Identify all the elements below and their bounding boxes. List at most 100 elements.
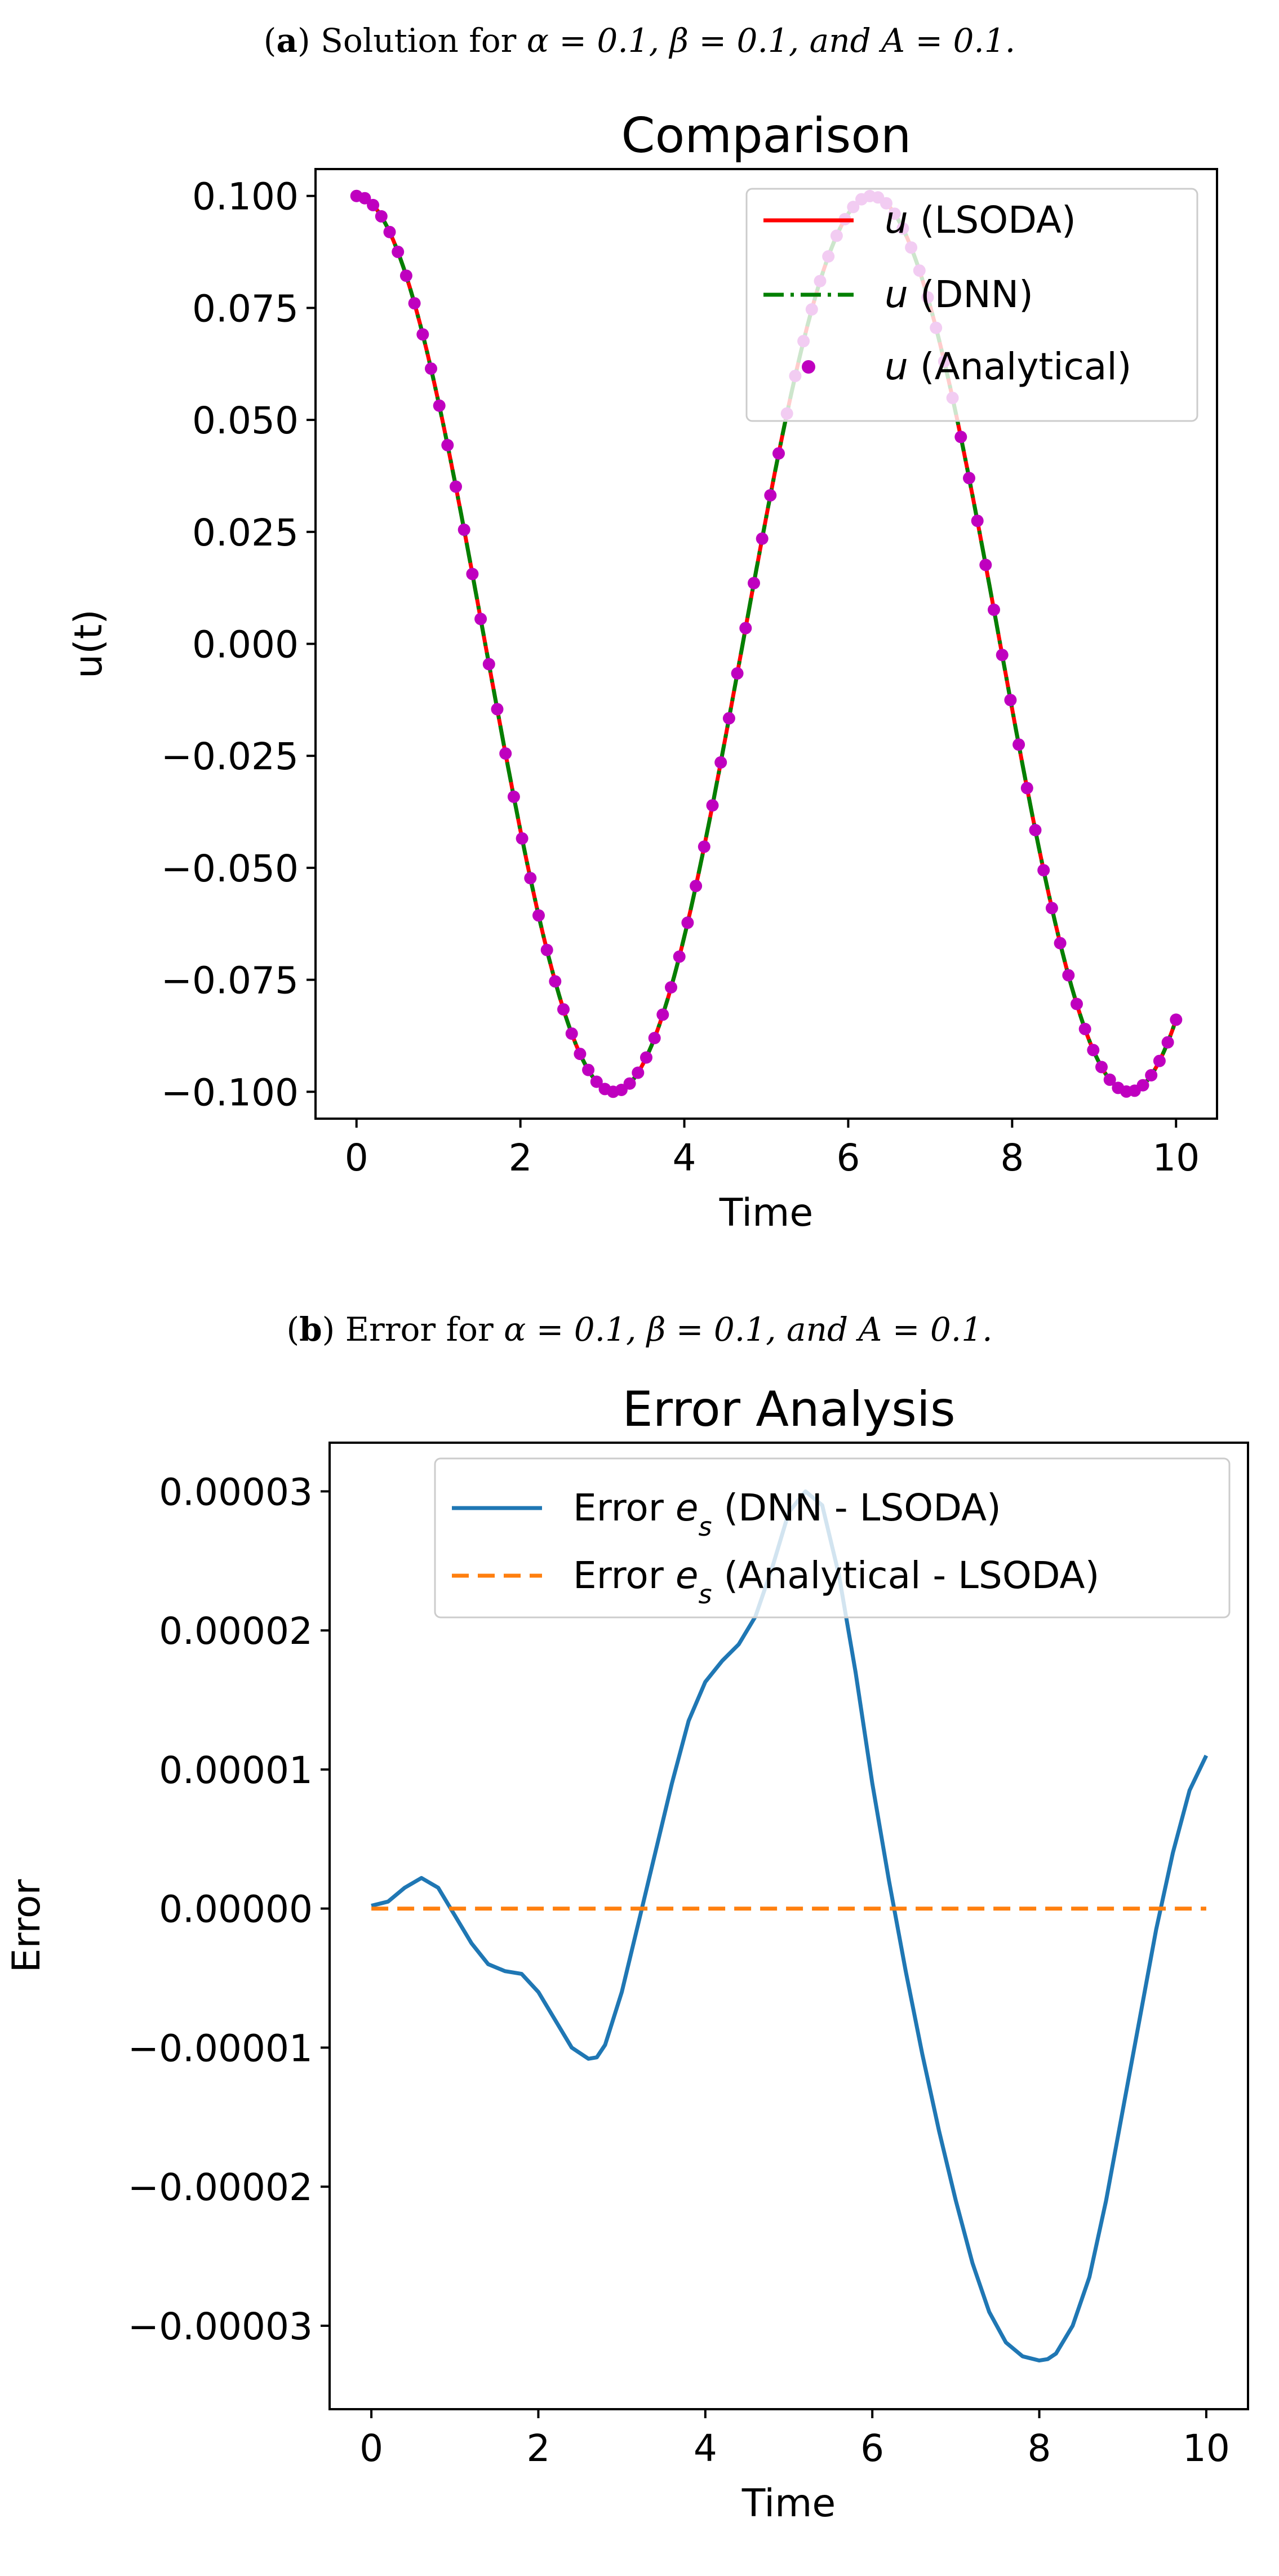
analytical-point	[1095, 1061, 1108, 1074]
analytical-point	[988, 604, 1000, 616]
caption-b-params: α = 0.1, β = 0.1, and A = 0.1.	[504, 1310, 993, 1349]
y-tick-label: 0.00000	[159, 1888, 313, 1931]
analytical-point	[524, 872, 537, 885]
analytical-point	[450, 480, 462, 493]
x-tick-label: 4	[673, 1136, 696, 1180]
x-tick-label: 6	[860, 2427, 884, 2470]
comparison-chart: Comparison 0 2 4 6 8 10 0.100 0.075 0.050 0.025 0.0…	[66, 108, 1218, 1235]
analytical-point	[491, 703, 504, 716]
y-tick-label: 0.100	[192, 175, 299, 219]
analytical-point	[698, 840, 710, 853]
legend-label: u (LSODA)	[885, 198, 1076, 242]
analytical-point	[466, 567, 479, 580]
x-tick-label: 0	[345, 1136, 368, 1180]
error-analysis-chart: Error Analysis 0 2 4 6 8 10 0.00003 0.00002 0.000…	[5, 1381, 1249, 2526]
analytical-point	[623, 1077, 636, 1090]
analytical-point	[425, 362, 437, 375]
y-tick-label: 0.00003	[159, 1470, 313, 1514]
analytical-point	[383, 225, 396, 238]
legend: u (LSODA) u (DNN) u (Analytical)	[745, 188, 1198, 422]
y-tick-label: 0.050	[192, 399, 299, 442]
analytical-point	[681, 916, 694, 929]
analytical-point	[665, 981, 677, 994]
x-tick-label: 8	[1000, 1136, 1024, 1180]
analytical-point	[358, 192, 371, 205]
series-error-dnn-line	[371, 1489, 1209, 2363]
legend-analytical-swatch	[802, 360, 815, 374]
y-tick-label: 0.00001	[159, 1749, 313, 1792]
analytical-point	[963, 472, 975, 485]
x-axis-label: Time	[719, 1191, 813, 1235]
analytical-point	[532, 909, 545, 922]
y-tick-label: −0.075	[161, 959, 299, 1003]
analytical-point	[996, 649, 1009, 662]
analytical-point	[1145, 1069, 1158, 1081]
analytical-point	[549, 975, 562, 988]
analytical-point	[648, 1032, 661, 1044]
y-tick-label: −0.00001	[128, 2027, 313, 2070]
analytical-point	[739, 622, 752, 635]
analytical-point	[971, 515, 984, 527]
caption-a-letter: a	[276, 21, 298, 60]
legend-box	[434, 1457, 1231, 1619]
analytical-point	[574, 1048, 587, 1061]
y-tick-label: −0.00003	[128, 2305, 313, 2348]
analytical-point	[408, 297, 421, 310]
caption-a-params: α = 0.1, β = 0.1, and A = 0.1.	[526, 21, 1016, 60]
caption-b: (b) Error for α = 0.1, β = 0.1, and A = …	[286, 1310, 993, 1349]
chart-title: Comparison	[621, 108, 912, 164]
analytical-point	[1071, 997, 1083, 1010]
y-tick-label: −0.025	[161, 735, 299, 778]
x-tick-label: 2	[509, 1136, 532, 1180]
x-axis-label: Time	[741, 2481, 836, 2526]
analytical-point	[458, 524, 470, 536]
analytical-point	[590, 1075, 603, 1088]
analytical-point	[1054, 937, 1067, 950]
legend-label: u (DNN)	[885, 273, 1033, 316]
analytical-point	[416, 328, 429, 341]
analytical-point	[764, 489, 777, 502]
y-tick-label: 0.075	[192, 287, 299, 330]
analytical-point	[690, 880, 703, 893]
y-tick-label: −0.050	[161, 847, 299, 890]
analytical-point	[433, 399, 446, 412]
analytical-point	[399, 269, 412, 282]
analytical-point	[565, 1027, 578, 1040]
y-tick-label: 0.00002	[159, 1610, 313, 1653]
analytical-point	[656, 1008, 669, 1021]
analytical-point	[474, 613, 487, 626]
analytical-point	[748, 577, 760, 589]
analytical-point	[1004, 694, 1017, 707]
analytical-point	[1087, 1044, 1100, 1057]
caption-a-text: Solution for	[321, 21, 517, 60]
y-tick-label: −0.00002	[128, 2166, 313, 2209]
x-tick-label: 0	[359, 2427, 383, 2470]
legend-label: Error es (DNN - LSODA)	[573, 1486, 1001, 1542]
analytical-point	[954, 431, 967, 444]
analytical-point	[516, 832, 529, 845]
analytical-point	[1020, 782, 1033, 795]
legend-label: Error es (Analytical - LSODA)	[573, 1554, 1099, 1610]
analytical-point	[756, 532, 769, 545]
y-tick-label: 0.025	[192, 511, 299, 555]
x-tick-label: 4	[694, 2427, 717, 2470]
legend-box	[745, 188, 1198, 422]
analytical-point	[375, 210, 388, 223]
y-axis-label: Error	[5, 1879, 49, 1973]
analytical-point	[1029, 824, 1042, 836]
analytical-point	[632, 1066, 645, 1079]
caption-b-letter: b	[299, 1310, 322, 1349]
y-axis-label: u(t)	[66, 609, 111, 679]
analytical-point	[1062, 969, 1075, 982]
analytical-point	[499, 747, 512, 760]
analytical-point	[979, 558, 992, 571]
analytical-point	[540, 943, 553, 956]
x-tick-label: 6	[836, 1136, 860, 1180]
analytical-point	[772, 447, 785, 460]
legend-label: u (Analytical)	[885, 345, 1131, 388]
analytical-point	[482, 658, 495, 671]
analytical-point	[714, 756, 727, 769]
x-tick-label: 10	[1152, 1136, 1200, 1180]
x-tick-label: 8	[1028, 2427, 1051, 2470]
analytical-point	[1136, 1079, 1149, 1092]
